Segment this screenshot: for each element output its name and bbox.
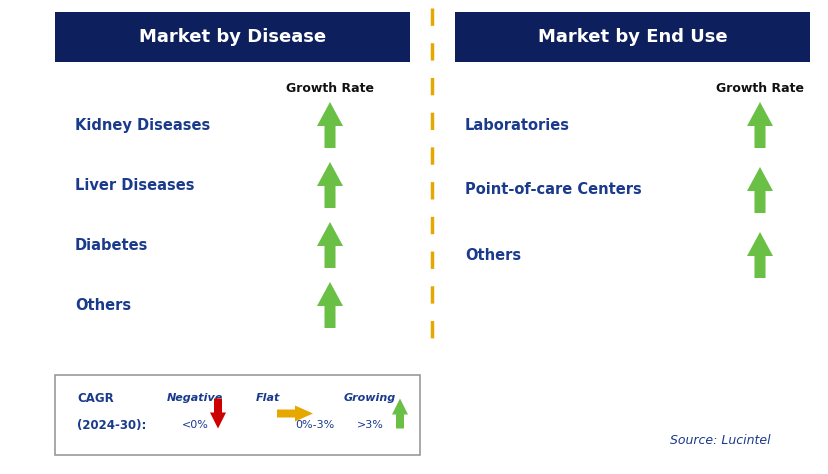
Text: Growing: Growing bbox=[344, 393, 396, 403]
Text: Diabetes: Diabetes bbox=[75, 237, 148, 253]
Text: CAGR: CAGR bbox=[77, 392, 113, 404]
FancyBboxPatch shape bbox=[55, 12, 410, 62]
Polygon shape bbox=[209, 399, 226, 428]
Text: Growth Rate: Growth Rate bbox=[715, 82, 803, 95]
Text: Others: Others bbox=[465, 247, 521, 263]
Polygon shape bbox=[316, 282, 343, 328]
Text: Point-of-care Centers: Point-of-care Centers bbox=[465, 182, 641, 198]
Text: Market by End Use: Market by End Use bbox=[537, 28, 726, 46]
Text: Negative: Negative bbox=[166, 393, 223, 403]
Text: Growth Rate: Growth Rate bbox=[286, 82, 373, 95]
Text: (2024-30):: (2024-30): bbox=[77, 419, 147, 431]
Text: Others: Others bbox=[75, 298, 131, 312]
Polygon shape bbox=[316, 222, 343, 268]
Polygon shape bbox=[746, 167, 772, 213]
Text: Source: Lucintel: Source: Lucintel bbox=[669, 434, 769, 447]
Polygon shape bbox=[746, 232, 772, 278]
FancyBboxPatch shape bbox=[455, 12, 809, 62]
Polygon shape bbox=[277, 405, 313, 421]
Polygon shape bbox=[392, 399, 407, 428]
Polygon shape bbox=[746, 102, 772, 148]
Text: <0%: <0% bbox=[181, 420, 208, 430]
Text: Liver Diseases: Liver Diseases bbox=[75, 177, 195, 192]
Polygon shape bbox=[316, 162, 343, 208]
FancyBboxPatch shape bbox=[55, 375, 420, 455]
Text: Flat: Flat bbox=[256, 393, 280, 403]
Text: 0%-3%: 0%-3% bbox=[295, 420, 335, 430]
Text: >3%: >3% bbox=[356, 420, 383, 430]
Text: Market by Disease: Market by Disease bbox=[139, 28, 325, 46]
Text: Kidney Diseases: Kidney Diseases bbox=[75, 118, 210, 133]
Polygon shape bbox=[316, 102, 343, 148]
Text: Laboratories: Laboratories bbox=[465, 118, 570, 133]
